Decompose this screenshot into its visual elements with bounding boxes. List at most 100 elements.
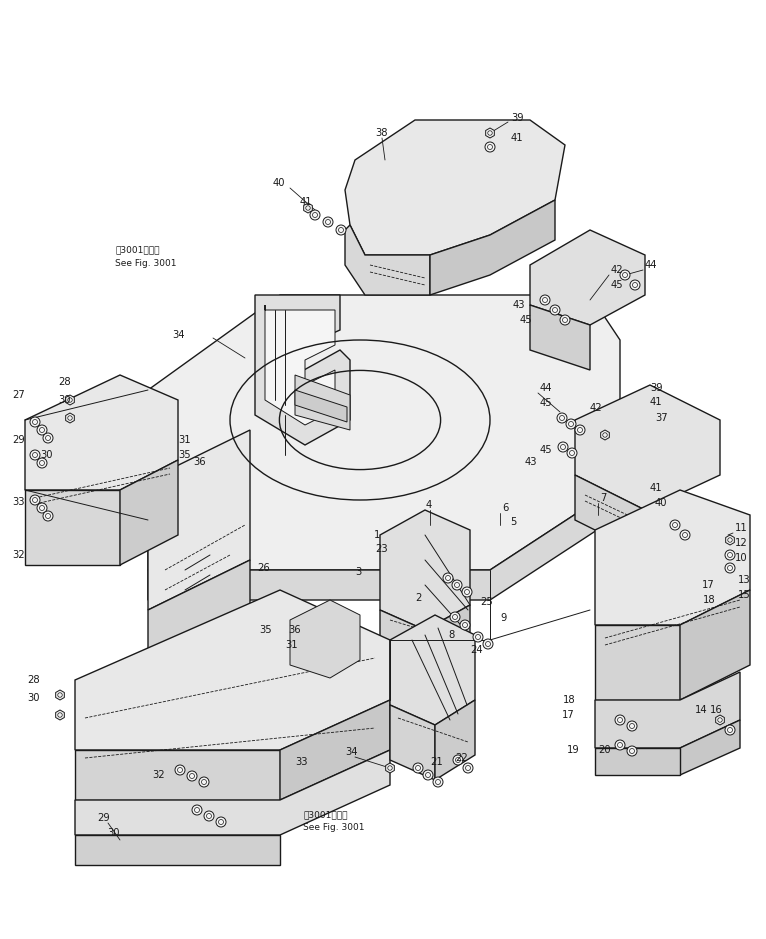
Polygon shape bbox=[75, 590, 390, 750]
Polygon shape bbox=[725, 535, 735, 545]
Text: 45: 45 bbox=[520, 315, 532, 325]
Polygon shape bbox=[148, 295, 620, 570]
Text: 1: 1 bbox=[374, 530, 380, 540]
Text: 11: 11 bbox=[735, 523, 748, 533]
Circle shape bbox=[192, 805, 202, 815]
Text: 32: 32 bbox=[12, 550, 25, 560]
Text: 3: 3 bbox=[355, 567, 362, 577]
Text: 39: 39 bbox=[650, 383, 663, 393]
Polygon shape bbox=[255, 295, 350, 445]
Polygon shape bbox=[25, 490, 120, 565]
Polygon shape bbox=[385, 763, 394, 773]
Circle shape bbox=[336, 225, 346, 235]
Circle shape bbox=[187, 771, 197, 781]
Text: 33: 33 bbox=[12, 497, 25, 507]
Circle shape bbox=[615, 715, 625, 725]
Text: See Fig. 3001: See Fig. 3001 bbox=[303, 824, 365, 833]
Circle shape bbox=[550, 305, 560, 315]
Polygon shape bbox=[66, 395, 74, 405]
Polygon shape bbox=[66, 413, 74, 423]
Polygon shape bbox=[295, 390, 347, 422]
Circle shape bbox=[725, 563, 735, 573]
Text: 34: 34 bbox=[345, 747, 358, 757]
Polygon shape bbox=[290, 600, 360, 678]
Text: 10: 10 bbox=[735, 553, 748, 563]
Polygon shape bbox=[680, 720, 740, 775]
Circle shape bbox=[627, 746, 637, 756]
Polygon shape bbox=[148, 560, 250, 700]
Text: 31: 31 bbox=[178, 435, 191, 445]
Polygon shape bbox=[380, 610, 425, 700]
Polygon shape bbox=[345, 120, 565, 255]
Circle shape bbox=[175, 765, 185, 775]
Text: 18: 18 bbox=[702, 595, 715, 605]
Text: 4: 4 bbox=[426, 500, 432, 510]
Text: 17: 17 bbox=[562, 710, 575, 720]
Circle shape bbox=[452, 580, 462, 590]
Text: 36: 36 bbox=[288, 625, 300, 635]
Text: 30: 30 bbox=[40, 450, 53, 460]
Text: 第3001図参照: 第3001図参照 bbox=[303, 810, 348, 820]
Text: 29: 29 bbox=[97, 813, 110, 823]
Text: 40: 40 bbox=[273, 178, 285, 188]
Polygon shape bbox=[148, 430, 250, 610]
Circle shape bbox=[558, 442, 568, 452]
Text: 20: 20 bbox=[598, 745, 611, 755]
Circle shape bbox=[199, 777, 209, 787]
Text: 8: 8 bbox=[449, 630, 455, 640]
Text: 38: 38 bbox=[376, 128, 388, 138]
Text: 45: 45 bbox=[540, 445, 552, 455]
Text: 9: 9 bbox=[500, 613, 506, 623]
Text: 22: 22 bbox=[455, 753, 468, 763]
Text: 15: 15 bbox=[738, 590, 751, 600]
Circle shape bbox=[567, 448, 577, 458]
Text: 41: 41 bbox=[650, 397, 663, 407]
Text: 19: 19 bbox=[568, 745, 580, 755]
Circle shape bbox=[37, 458, 47, 468]
Circle shape bbox=[30, 417, 40, 427]
Circle shape bbox=[473, 632, 483, 642]
Polygon shape bbox=[595, 490, 750, 625]
Text: 17: 17 bbox=[702, 580, 715, 590]
Circle shape bbox=[560, 315, 570, 325]
Text: 30: 30 bbox=[107, 828, 120, 838]
Circle shape bbox=[216, 817, 226, 827]
Polygon shape bbox=[595, 748, 680, 775]
Circle shape bbox=[557, 413, 567, 423]
Polygon shape bbox=[595, 672, 740, 748]
Circle shape bbox=[460, 620, 470, 630]
Circle shape bbox=[30, 450, 40, 460]
Circle shape bbox=[680, 530, 690, 540]
Circle shape bbox=[433, 777, 443, 787]
Text: See Fig. 3001: See Fig. 3001 bbox=[115, 258, 176, 268]
Polygon shape bbox=[25, 375, 178, 490]
Text: 12: 12 bbox=[735, 538, 748, 548]
Circle shape bbox=[620, 270, 630, 280]
Circle shape bbox=[204, 811, 214, 821]
Text: 29: 29 bbox=[12, 435, 25, 445]
Polygon shape bbox=[486, 128, 494, 138]
Circle shape bbox=[310, 210, 320, 220]
Polygon shape bbox=[75, 750, 280, 800]
Polygon shape bbox=[265, 305, 335, 425]
Text: 16: 16 bbox=[710, 705, 723, 715]
Text: 43: 43 bbox=[513, 300, 525, 310]
Circle shape bbox=[485, 142, 495, 152]
Polygon shape bbox=[390, 615, 475, 725]
Circle shape bbox=[43, 433, 53, 443]
Text: 14: 14 bbox=[695, 705, 708, 715]
Text: 35: 35 bbox=[178, 450, 191, 460]
Text: 23: 23 bbox=[375, 544, 388, 554]
Text: 30: 30 bbox=[28, 693, 40, 703]
Circle shape bbox=[413, 763, 423, 773]
Text: 13: 13 bbox=[738, 575, 751, 585]
Text: 41: 41 bbox=[650, 483, 663, 493]
Text: 24: 24 bbox=[470, 645, 483, 655]
Text: 36: 36 bbox=[193, 457, 205, 467]
Circle shape bbox=[323, 217, 333, 227]
Circle shape bbox=[37, 425, 47, 435]
Circle shape bbox=[725, 725, 735, 735]
Circle shape bbox=[423, 770, 433, 780]
Polygon shape bbox=[295, 375, 350, 430]
Polygon shape bbox=[56, 710, 64, 720]
